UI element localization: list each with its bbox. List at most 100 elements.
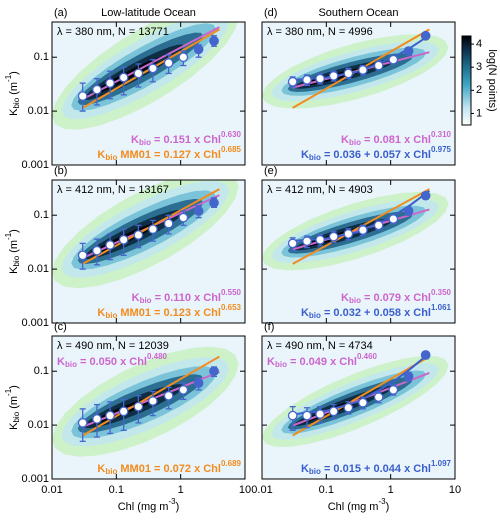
y-axis-label-part: (m xyxy=(8,82,20,98)
bin-mean xyxy=(193,206,204,216)
colorbar-tick-label: 1 xyxy=(476,107,482,119)
bin-mean xyxy=(315,73,325,84)
bin-mean xyxy=(77,91,88,101)
bin-mean xyxy=(358,225,368,235)
bin-mean xyxy=(133,68,144,79)
bin-mean xyxy=(343,229,354,239)
bin-mean xyxy=(163,390,174,401)
bin-mean xyxy=(403,46,414,56)
equation-part: = 0.049 x Chl xyxy=(287,356,357,368)
bin-mean xyxy=(118,406,129,417)
bin-mean xyxy=(315,409,325,419)
bin-mean xyxy=(178,212,189,223)
panel-title: Southern Ocean xyxy=(318,7,398,19)
bin-mean xyxy=(328,231,339,242)
y-tick-label: 0.1 xyxy=(34,365,49,377)
bin-mean xyxy=(343,68,354,79)
equation-part: K xyxy=(301,149,309,161)
bin-mean xyxy=(193,44,204,55)
bin-mean xyxy=(420,190,431,201)
bin-mean xyxy=(178,52,189,63)
equation-part: K xyxy=(341,292,349,304)
y-tick-label: 0.01 xyxy=(28,263,49,275)
equation-part: K xyxy=(301,463,309,475)
y-tick-label: 0.01 xyxy=(28,419,49,431)
y-axis-label-part: bio xyxy=(12,255,21,266)
equation-part: 0.975 xyxy=(431,145,452,154)
equation-part: 0.480 xyxy=(147,352,168,361)
panel-title: Low-latitude Ocean xyxy=(101,7,196,19)
equation: Kbio = 0.032 + 0.058 x Chl1.061 xyxy=(301,303,452,320)
panel-label: (c) xyxy=(54,321,67,333)
y-axis-label-part: (m xyxy=(8,396,20,412)
equation-part: bio xyxy=(309,311,321,320)
y-axis-label-part: ) xyxy=(8,71,20,75)
y-axis-label-part: ) xyxy=(8,385,20,389)
panel-label: (f) xyxy=(264,321,274,333)
equation-part: bio xyxy=(309,467,321,476)
equation-part: bio xyxy=(349,138,361,147)
equation-part: 1.097 xyxy=(431,459,452,468)
equation: Kbio = 0.110 x Chl0.550 xyxy=(132,288,242,305)
bin-mean xyxy=(388,54,399,65)
bin-mean xyxy=(118,72,129,83)
plot-frame xyxy=(261,21,456,166)
bin-mean xyxy=(302,236,312,247)
equation-part: bio xyxy=(275,360,287,369)
bin-mean xyxy=(92,414,102,424)
equation-part: MM01 = 0.072 x Chl xyxy=(117,463,221,475)
equation-part: K xyxy=(341,134,349,146)
equation-part: 0.653 xyxy=(221,303,242,312)
equation-part: bio xyxy=(349,296,361,305)
equation-part: 0.550 xyxy=(221,288,242,297)
equation-part: bio xyxy=(105,311,117,320)
bin-mean xyxy=(373,60,384,71)
equation-part: K xyxy=(57,356,65,368)
equation-part: MM01 = 0.123 x Chl xyxy=(117,307,221,319)
equation-part: 1.061 xyxy=(431,303,452,312)
equation: Kbio MM01 = 0.123 x Chl0.653 xyxy=(97,303,241,320)
equation-part: bio xyxy=(140,296,152,305)
equation-part: = 0.110 x Chl xyxy=(152,292,221,304)
equation-part: 0.350 xyxy=(431,288,452,297)
bin-mean xyxy=(388,385,399,395)
bin-mean xyxy=(403,206,414,216)
equation-part: = 0.050 x Chl xyxy=(77,356,147,368)
bin-mean xyxy=(163,218,174,229)
equation-part: K xyxy=(131,134,139,146)
x-tick-label: 1 xyxy=(388,484,394,496)
equation-part: MM01 = 0.127 x Chl xyxy=(117,149,221,161)
equation-part: K xyxy=(301,307,309,319)
equation-part: bio xyxy=(65,360,77,369)
equation-part: bio xyxy=(105,467,117,476)
equation-part: K xyxy=(132,292,140,304)
annotation: λ = 490 nm, N = 4734 xyxy=(267,340,373,352)
plot-frame xyxy=(51,21,246,166)
bin-mean xyxy=(388,214,399,224)
x-tick-label: 0.1 xyxy=(109,484,124,496)
bin-mean xyxy=(133,230,144,240)
equation: Kbio = 0.036 + 0.057 x Chl0.975 xyxy=(301,145,452,162)
bin-mean xyxy=(358,65,368,75)
bin-mean xyxy=(133,401,144,412)
equation: Kbio = 0.015 + 0.044 x Chl1.097 xyxy=(301,459,452,476)
y-axis-label-part: K xyxy=(8,422,20,430)
bin-mean xyxy=(118,234,129,245)
equation-part: = 0.032 + 0.058 x Chl xyxy=(321,307,431,319)
colorbar-tick-label: 2 xyxy=(476,84,482,96)
plot-frame xyxy=(261,335,456,480)
equation-part: 0.689 xyxy=(221,459,242,468)
y-axis-label: Kbio (m-1) xyxy=(4,229,21,274)
y-axis-label: Kbio (m-1) xyxy=(4,385,21,430)
y-axis-label-part: ) xyxy=(8,229,20,233)
y-axis-label-part: K xyxy=(8,108,20,116)
bin-mean xyxy=(193,378,204,389)
annotation: λ = 412 nm, N = 4903 xyxy=(267,184,373,196)
equation-part: K xyxy=(267,356,275,368)
equation: Kbio = 0.151 x Chl0.630 xyxy=(131,130,242,147)
annotation: λ = 412 nm, N = 13167 xyxy=(57,184,169,196)
x-tick-label: 0.01 xyxy=(251,484,272,496)
bin-mean xyxy=(287,410,298,421)
x-tick-label: 10 xyxy=(449,484,461,496)
panel-label: (b) xyxy=(54,165,67,177)
